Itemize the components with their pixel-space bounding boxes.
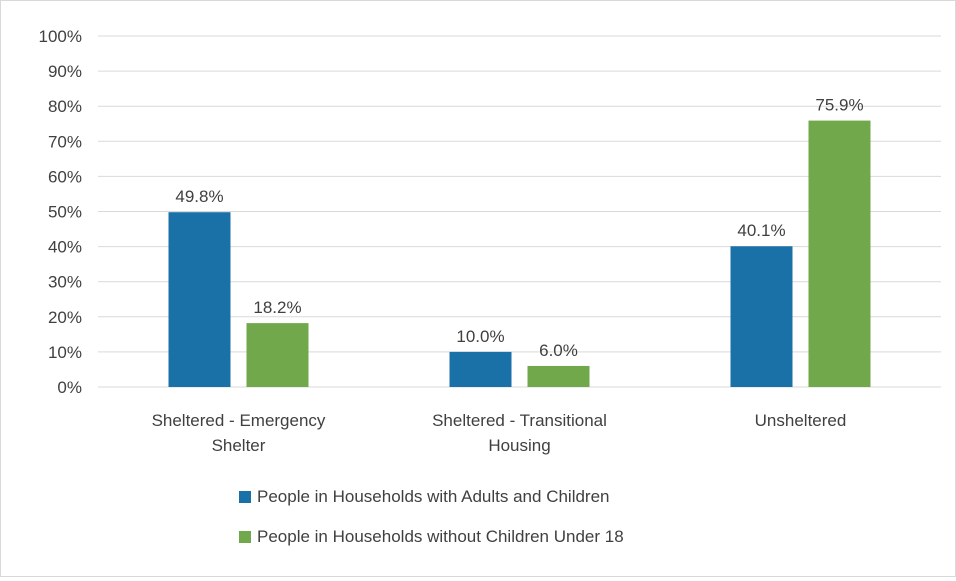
legend-swatch-adults-children (239, 491, 251, 503)
bar (168, 212, 231, 387)
y-tick-label: 70% (48, 132, 82, 151)
bar (730, 246, 793, 387)
y-tick-label: 100% (39, 27, 82, 46)
bar (246, 323, 309, 387)
legend-swatch-without-children (239, 531, 251, 543)
y-tick-label: 40% (48, 238, 82, 257)
bar (527, 365, 590, 387)
legend-item-without-children: People in Households without Children Un… (239, 527, 624, 547)
y-tick-label: 50% (48, 203, 82, 222)
x-tick-label: Unsheltered (755, 411, 847, 430)
y-tick-label: 80% (48, 97, 82, 116)
x-tick-label: Sheltered - Transitional (432, 411, 607, 430)
y-tick-label: 20% (48, 308, 82, 327)
x-tick-label: Sheltered - Emergency (152, 411, 326, 430)
data-label: 49.8% (175, 187, 223, 206)
legend-item-adults-children: People in Households with Adults and Chi… (239, 487, 610, 507)
data-label: 18.2% (253, 298, 301, 317)
data-label: 10.0% (456, 327, 504, 346)
bar (808, 120, 871, 387)
y-tick-label: 0% (57, 378, 82, 397)
data-label: 75.9% (815, 96, 863, 115)
x-tick-label: Shelter (212, 436, 266, 455)
bar (449, 351, 512, 387)
data-label: 40.1% (737, 221, 785, 240)
y-tick-label: 10% (48, 343, 82, 362)
y-tick-label: 30% (48, 273, 82, 292)
y-tick-label: 90% (48, 62, 82, 81)
legend-label-adults-children: People in Households with Adults and Chi… (257, 487, 610, 506)
y-tick-label: 60% (48, 167, 82, 186)
data-label: 6.0% (539, 341, 578, 360)
legend-label-without-children: People in Households without Children Un… (257, 527, 624, 546)
x-tick-label: Housing (488, 436, 550, 455)
